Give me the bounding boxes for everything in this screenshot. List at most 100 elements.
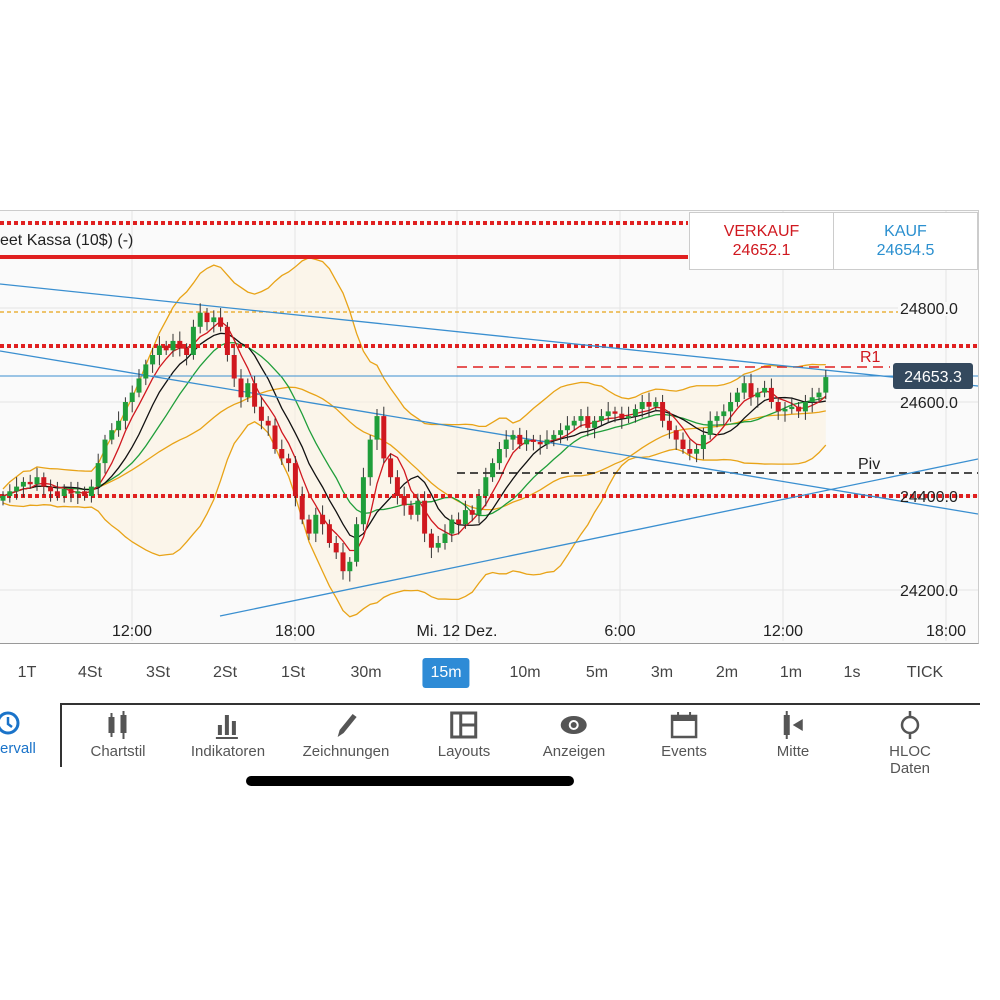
candle-body: [415, 500, 421, 515]
interval-30m[interactable]: 30m: [350, 664, 382, 681]
tool-indikatoren[interactable]: Indikatoren: [191, 711, 265, 760]
candle: [496, 441, 502, 470]
candle: [605, 402, 611, 423]
interval-3st[interactable]: 3St: [145, 664, 171, 681]
candle: [694, 444, 700, 463]
candle-body: [394, 477, 400, 496]
interval-1st[interactable]: 1St: [280, 664, 306, 681]
candle-body: [544, 439, 550, 445]
interval-1t[interactable]: 1T: [17, 664, 37, 681]
candle-body: [442, 533, 448, 543]
candle-body: [456, 519, 462, 525]
candle-body: [367, 439, 373, 478]
tool-label: Zeichnungen: [302, 743, 390, 760]
tool-mitte[interactable]: Mitte: [777, 711, 809, 760]
interval-10m[interactable]: 10m: [509, 664, 541, 681]
interval-bar: 1T 4St 3St 2St 1St 30m 15m 10m 5m 3m 2m 1m 1s TICK: [0, 658, 1000, 688]
candle-body: [564, 425, 570, 431]
interval-15m[interactable]: 15m: [422, 658, 470, 688]
candle: [95, 453, 101, 496]
candle-body: [116, 420, 122, 431]
buy-label: KAUF: [884, 223, 927, 240]
candle-body: [796, 406, 802, 412]
candle-body: [510, 434, 516, 440]
sell-button[interactable]: VERKAUF 24652.1: [689, 212, 834, 270]
candle: [34, 467, 40, 491]
candle-body: [374, 416, 380, 440]
candle: [809, 387, 815, 413]
candle-body: [755, 392, 761, 398]
candle: [272, 418, 278, 454]
candle: [700, 427, 706, 460]
bottom-toolbar: Chartstil Indikatoren Zeichnungen Layouts An…: [60, 703, 980, 777]
candle-body: [68, 488, 74, 494]
candle-body: [204, 312, 210, 323]
candle-body: [728, 402, 734, 412]
candle: [156, 336, 162, 366]
candle-body: [700, 434, 706, 449]
candle-body: [279, 449, 285, 459]
tool-layouts[interactable]: Layouts: [438, 711, 490, 760]
tool-zeichnungen[interactable]: Zeichnungen: [302, 711, 390, 760]
candle-body: [347, 561, 353, 572]
candle-body: [673, 430, 679, 440]
candle: [0, 491, 6, 506]
home-indicator[interactable]: [246, 776, 574, 786]
candle: [408, 500, 414, 520]
price-chart[interactable]: 24800.0 24600.0 24400.0 24200.0 12:00 18:00 Mi…: [0, 210, 979, 644]
interval-4st[interactable]: 4St: [77, 664, 103, 681]
candle-body: [0, 496, 6, 501]
y-tick-label: 24600.0: [900, 395, 958, 412]
candle: [660, 394, 666, 428]
interval-3m[interactable]: 3m: [650, 664, 674, 681]
y-tick-label: 24800.0: [900, 301, 958, 318]
interval-1m[interactable]: 1m: [779, 664, 803, 681]
candle-body: [714, 416, 720, 421]
x-tick-label: 12:00: [112, 623, 152, 640]
candle: [530, 434, 536, 451]
candle-body: [82, 491, 88, 496]
tool-chartstil[interactable]: Chartstil: [90, 711, 146, 760]
interval-tab[interactable]: ervall: [0, 710, 36, 757]
candle: [20, 477, 26, 497]
interval-2st[interactable]: 2St: [212, 664, 238, 681]
candle-body: [558, 430, 564, 435]
candle: [211, 310, 217, 333]
tool-hloc-daten[interactable]: HLOC Daten: [875, 711, 945, 777]
x-tick-label: 18:00: [926, 623, 966, 640]
candle: [340, 543, 346, 580]
candle: [823, 370, 829, 400]
interval-2m[interactable]: 2m: [715, 664, 739, 681]
candle-body: [626, 416, 632, 419]
chart-canvas[interactable]: 24800.0 24600.0 24400.0 24200.0 12:00 18:00 Mi…: [0, 211, 979, 643]
interval-tick[interactable]: TICK: [906, 664, 944, 681]
tick-bg: [898, 302, 978, 316]
candle: [218, 308, 224, 332]
candle: [401, 486, 407, 516]
interval-1s[interactable]: 1s: [843, 664, 861, 681]
candle: [578, 409, 584, 428]
buy-button[interactable]: KAUF 24654.5: [833, 212, 978, 270]
candle: [728, 392, 734, 422]
candle-body: [163, 345, 169, 351]
candle-body: [476, 496, 482, 515]
candle: [190, 319, 196, 360]
candle: [632, 404, 638, 423]
candle: [320, 505, 326, 535]
candle: [177, 331, 183, 357]
candle-body: [75, 491, 81, 494]
interval-5m[interactable]: 5m: [585, 664, 609, 681]
candle-body: [816, 392, 822, 398]
tool-anzeigen[interactable]: Anzeigen: [543, 711, 605, 760]
candle: [102, 434, 108, 474]
candle-body: [775, 402, 781, 412]
candle-body: [238, 378, 244, 398]
tool-events[interactable]: Events: [661, 711, 707, 760]
candle: [82, 486, 88, 501]
candle: [571, 416, 577, 431]
candle: [517, 427, 523, 449]
candle: [544, 430, 550, 449]
candle: [279, 439, 285, 465]
candle: [755, 387, 761, 408]
x-tick-label: 12:00: [763, 623, 803, 640]
